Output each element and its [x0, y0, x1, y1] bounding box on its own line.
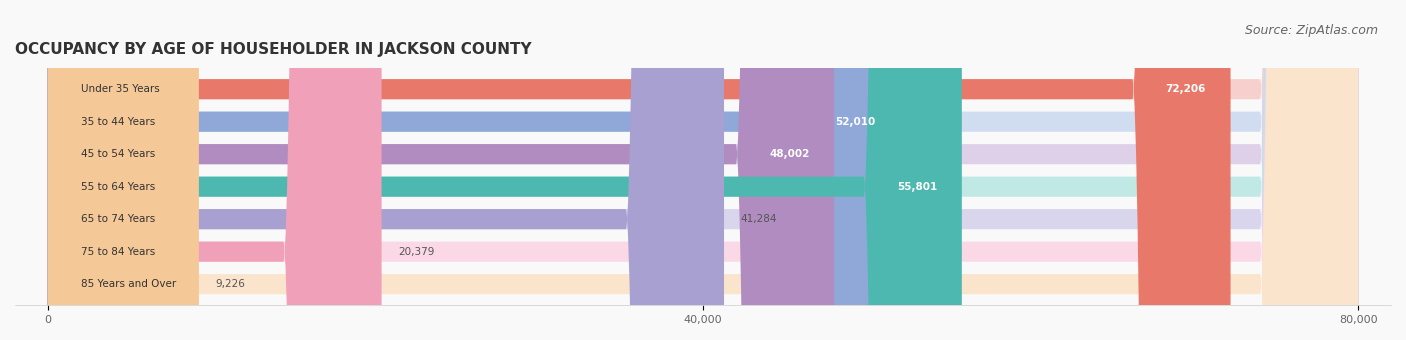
FancyBboxPatch shape [48, 0, 1358, 340]
Text: 52,010: 52,010 [835, 117, 875, 127]
Text: 72,206: 72,206 [1166, 84, 1206, 94]
Text: 9,226: 9,226 [215, 279, 245, 289]
FancyBboxPatch shape [48, 0, 1358, 340]
Text: 85 Years and Over: 85 Years and Over [80, 279, 176, 289]
Text: 65 to 74 Years: 65 to 74 Years [80, 214, 155, 224]
FancyBboxPatch shape [48, 0, 900, 340]
Text: 41,284: 41,284 [741, 214, 778, 224]
Text: Under 35 Years: Under 35 Years [80, 84, 159, 94]
Text: 35 to 44 Years: 35 to 44 Years [80, 117, 155, 127]
Text: 45 to 54 Years: 45 to 54 Years [80, 149, 155, 159]
Text: 55 to 64 Years: 55 to 64 Years [80, 182, 155, 192]
Text: 55,801: 55,801 [897, 182, 938, 192]
FancyBboxPatch shape [48, 0, 724, 340]
FancyBboxPatch shape [48, 0, 198, 340]
FancyBboxPatch shape [48, 0, 1358, 340]
FancyBboxPatch shape [48, 0, 381, 340]
Text: 48,002: 48,002 [769, 149, 810, 159]
FancyBboxPatch shape [48, 0, 1358, 340]
FancyBboxPatch shape [48, 0, 1358, 340]
FancyBboxPatch shape [48, 0, 962, 340]
Text: Source: ZipAtlas.com: Source: ZipAtlas.com [1244, 24, 1378, 37]
Text: OCCUPANCY BY AGE OF HOUSEHOLDER IN JACKSON COUNTY: OCCUPANCY BY AGE OF HOUSEHOLDER IN JACKS… [15, 42, 531, 57]
FancyBboxPatch shape [48, 0, 834, 340]
FancyBboxPatch shape [48, 0, 1230, 340]
Text: 75 to 84 Years: 75 to 84 Years [80, 246, 155, 257]
FancyBboxPatch shape [48, 0, 1358, 340]
Text: 20,379: 20,379 [398, 246, 434, 257]
FancyBboxPatch shape [48, 0, 1358, 340]
